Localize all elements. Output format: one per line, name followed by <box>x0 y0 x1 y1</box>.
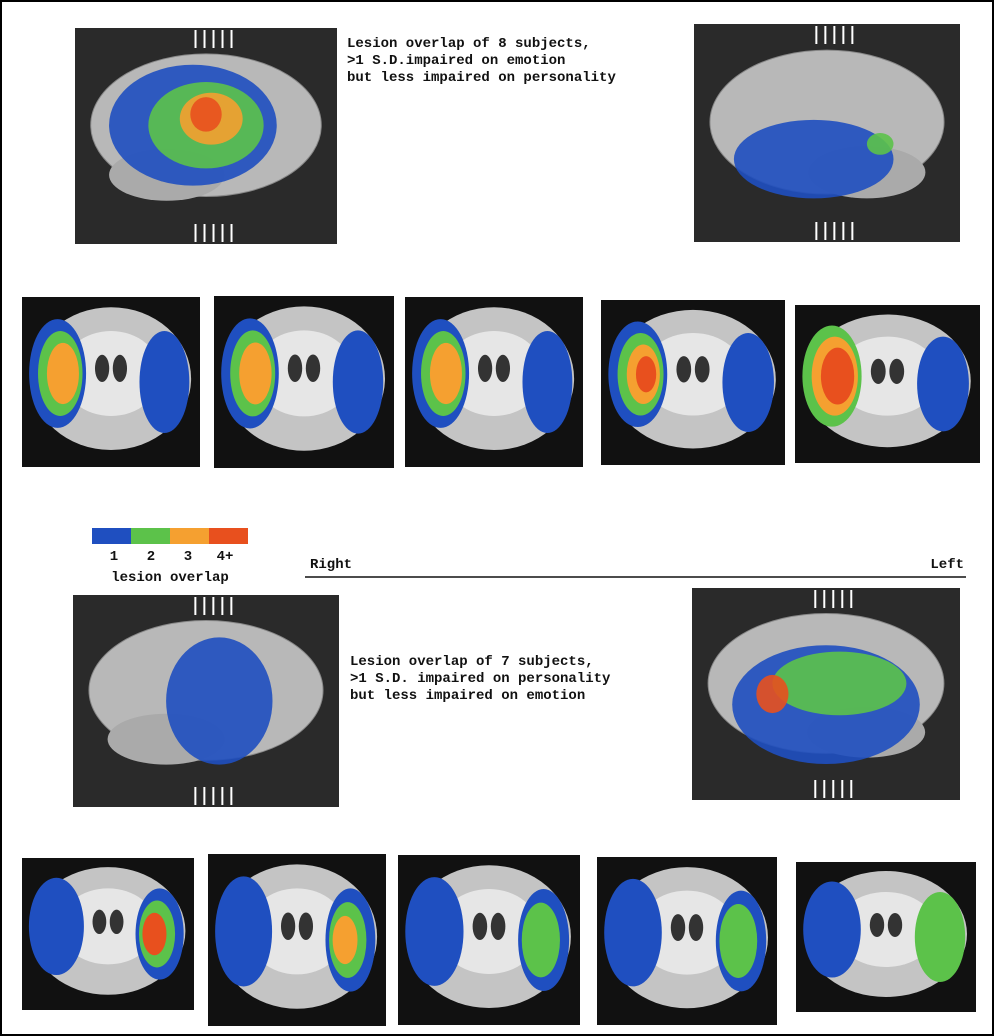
coronal-view <box>208 854 386 1026</box>
lesion-overlay <box>405 877 464 986</box>
lesion-overlay <box>215 876 273 987</box>
coronal-view <box>795 305 980 463</box>
lesion-overlay <box>332 915 358 965</box>
coronal-view <box>405 297 583 467</box>
lesion-overlay <box>604 878 662 987</box>
lesion-overlay <box>46 342 79 405</box>
legend-swatch <box>170 528 209 544</box>
legend-label: 2 <box>147 549 155 565</box>
lesion-overlay <box>803 881 861 978</box>
ventricle <box>92 909 107 935</box>
ventricle <box>305 354 321 382</box>
ventricle <box>869 913 885 937</box>
sagittal-view <box>692 588 960 800</box>
ventricle <box>94 354 110 382</box>
orientation-label: Left <box>930 557 964 573</box>
caption-line: Lesion overlap of 7 subjects, <box>350 654 594 670</box>
ventricle <box>887 913 903 937</box>
sagittal-view <box>694 24 960 242</box>
caption-line: Lesion overlap of 8 subjects, <box>347 36 591 52</box>
white-matter <box>61 331 161 416</box>
lesion-overlay <box>733 119 894 199</box>
coronal-view <box>214 296 394 468</box>
white-matter <box>247 888 347 975</box>
lesion-overlay <box>28 877 84 976</box>
lesion-overlay <box>719 904 758 978</box>
coronal-view <box>601 300 785 465</box>
ventricle <box>280 912 296 940</box>
legend-title: lesion overlap <box>111 570 229 586</box>
lesion-overlay <box>332 330 384 434</box>
lesion-overlay <box>772 651 907 716</box>
ventricle <box>109 909 124 935</box>
ventricle <box>676 356 692 383</box>
ventricle <box>694 356 710 383</box>
lesion-overlay <box>722 333 774 432</box>
white-matter <box>835 892 937 967</box>
legend-swatch <box>92 528 131 544</box>
ventricle <box>490 912 506 941</box>
coronal-view <box>796 862 976 1012</box>
white-matter <box>641 333 745 416</box>
coronal-view <box>22 858 194 1010</box>
lesion-overlay <box>756 674 789 714</box>
legend: 1 2 3 4+ <box>92 528 248 565</box>
lesion-overlay <box>190 97 222 132</box>
lesion-overlay <box>917 336 969 432</box>
legend-swatch <box>131 528 170 544</box>
sagittal-view <box>75 28 337 244</box>
white-matter <box>444 331 544 416</box>
ventricle <box>112 354 128 382</box>
lesion-overlay <box>635 356 657 393</box>
lesion-overlay <box>429 342 462 405</box>
ventricle <box>688 914 704 941</box>
ventricle <box>477 354 493 382</box>
coronal-view <box>398 855 580 1025</box>
ventricle <box>889 358 905 384</box>
ventricle <box>298 912 314 940</box>
lesion-overlay <box>521 902 560 978</box>
lesion-overlay <box>522 331 573 433</box>
lesion-overlay <box>139 331 190 433</box>
orientation-label: Right <box>310 557 352 573</box>
white-matter <box>438 889 540 974</box>
coronal-view <box>597 857 777 1025</box>
lesion-overlay <box>142 912 167 956</box>
white-matter <box>59 888 157 965</box>
brain-panels <box>22 24 980 1026</box>
white-matter <box>636 890 738 975</box>
white-matter <box>835 336 940 416</box>
lesion-overlay <box>866 133 894 155</box>
lesion-overlay <box>166 637 273 765</box>
lesion-overlay <box>914 892 966 982</box>
caption-line: >1 S.D.impaired on emotion <box>347 53 565 69</box>
coronal-view <box>22 297 200 467</box>
legend-label: 3 <box>184 549 192 565</box>
caption-line: but less impaired on emotion <box>350 688 585 704</box>
legend-label: 4+ <box>217 549 234 565</box>
caption-line: but less impaired on personality <box>347 70 616 86</box>
lesion-overlay <box>820 347 855 405</box>
legend-label: 1 <box>110 549 118 565</box>
white-matter <box>253 330 355 417</box>
ventricle <box>870 358 886 384</box>
ventricle <box>495 354 511 382</box>
legend-swatch <box>209 528 248 544</box>
ventricle <box>287 354 303 382</box>
ventricle <box>670 914 686 941</box>
ventricle <box>472 912 488 941</box>
caption-line: >1 S.D. impaired on personality <box>350 671 611 687</box>
lesion-overlay <box>239 342 272 405</box>
sagittal-view <box>73 595 339 807</box>
